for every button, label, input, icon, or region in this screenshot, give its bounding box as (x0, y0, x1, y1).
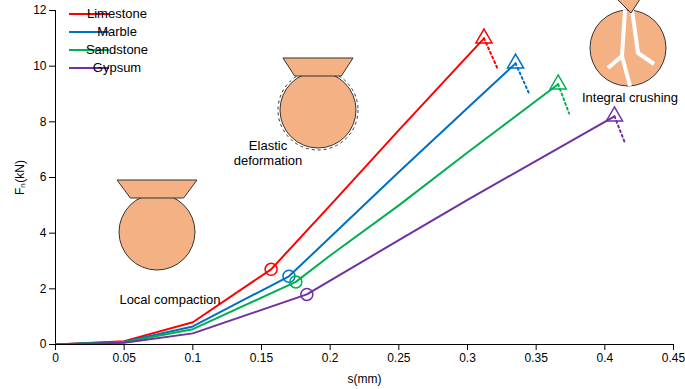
svg-text:0.05: 0.05 (112, 351, 136, 365)
svg-text:10: 10 (33, 59, 47, 73)
svg-text:Limestone: Limestone (87, 6, 147, 21)
svg-text:Gypsum: Gypsum (93, 60, 141, 75)
svg-text:0.2: 0.2 (322, 351, 339, 365)
svg-text:0.35: 0.35 (524, 351, 548, 365)
svg-text:0.15: 0.15 (250, 351, 274, 365)
svg-text:6: 6 (40, 170, 47, 184)
svg-text:Elasticdeformation: Elasticdeformation (234, 138, 303, 168)
svg-text:0: 0 (40, 337, 47, 351)
svg-text:Integral crushing: Integral crushing (582, 90, 678, 105)
svg-text:0.45: 0.45 (662, 351, 685, 365)
svg-text:0: 0 (52, 351, 59, 365)
svg-text:0.25: 0.25 (387, 351, 411, 365)
svg-text:4: 4 (40, 226, 47, 240)
svg-text:2: 2 (40, 282, 47, 296)
svg-text:s(mm): s(mm) (348, 372, 382, 386)
svg-text:0.4: 0.4 (596, 351, 613, 365)
svg-text:0.1: 0.1 (184, 351, 201, 365)
svg-text:Fₙ(kN): Fₙ(kN) (13, 160, 27, 195)
svg-text:Sandstone: Sandstone (86, 42, 148, 57)
svg-text:Marble: Marble (97, 24, 137, 39)
svg-text:Local compaction: Local compaction (119, 292, 220, 307)
svg-text:12: 12 (33, 3, 47, 17)
svg-text:8: 8 (40, 115, 47, 129)
svg-text:0.3: 0.3 (459, 351, 476, 365)
